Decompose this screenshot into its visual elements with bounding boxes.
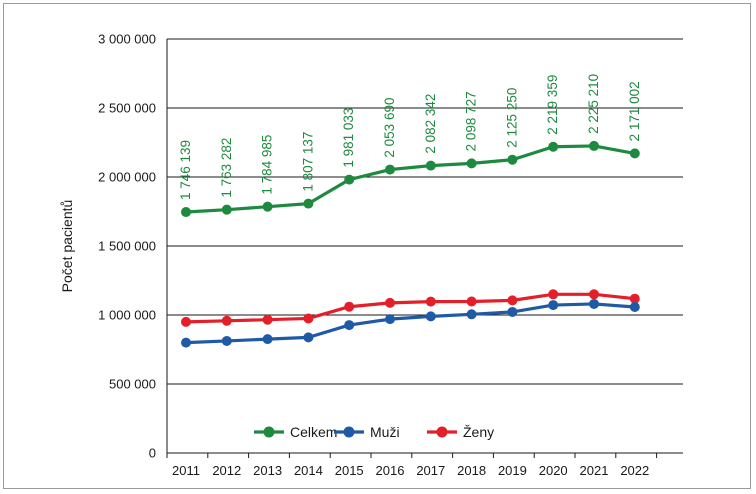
x-tick-label: 2021 (580, 463, 609, 478)
data-point (629, 301, 640, 312)
y-tick-label: 3 000 000 (98, 32, 156, 47)
data-point (221, 335, 232, 346)
data-point (507, 306, 518, 317)
y-tick-label: 500 000 (109, 377, 156, 392)
data-point (425, 160, 436, 171)
y-tick-label: 2 000 000 (98, 170, 156, 185)
data-point (589, 298, 599, 309)
x-tick-label: 2018 (457, 463, 486, 478)
x-tick-labels: 2011 2012 2013 2014 2015 2016 2017 2018 2019 2020… (172, 463, 649, 478)
data-point (385, 164, 395, 175)
data-point (548, 141, 559, 152)
data-point (262, 334, 273, 345)
data-point (507, 295, 518, 306)
data-label: 1 784 985 (260, 135, 275, 195)
series-layer (181, 140, 640, 348)
data-point (303, 313, 314, 324)
y-tick-label: 2 500 000 (98, 101, 156, 116)
grid-lines (167, 38, 683, 385)
x-tick-label: 2012 (212, 463, 241, 478)
axes (166, 39, 683, 458)
x-tick-label: 2017 (416, 463, 445, 478)
data-point (303, 332, 314, 343)
series-line-muži (185, 302, 635, 345)
data-point (466, 309, 477, 320)
series-line-ženy (185, 292, 635, 324)
legend-marker (436, 426, 448, 438)
data-point (629, 148, 640, 159)
data-point (629, 293, 640, 304)
legend-label: Ženy (463, 424, 494, 440)
x-tick-label: 2016 (376, 463, 405, 478)
series-line-celkem (185, 144, 636, 214)
data-label: 1 746 139 (178, 140, 193, 200)
data-point (385, 297, 395, 308)
data-point (344, 301, 355, 312)
y-tick-label: 1 000 000 (98, 308, 156, 323)
data-label: 2 082 342 (423, 94, 438, 154)
x-tick-label: 2022 (620, 463, 649, 478)
y-axis-label: Počet pacientů (59, 200, 75, 293)
data-point (385, 314, 395, 325)
data-label: 2 225 210 (586, 74, 601, 134)
data-point (344, 320, 355, 331)
data-label: 2 125 250 (504, 88, 519, 148)
data-point (303, 198, 314, 209)
x-tick-label: 2015 (335, 463, 364, 478)
x-tick-label: 2019 (498, 463, 527, 478)
y-tick-label: 0 (149, 446, 156, 461)
data-point (181, 207, 191, 218)
x-tick-label: 2013 (253, 463, 282, 478)
data-point (181, 316, 191, 327)
x-tick-label: 2020 (539, 463, 568, 478)
chart-frame (3, 3, 751, 489)
data-labels: 1 746 139 1 763 282 1 784 985 1 807 137 1 98… (178, 74, 642, 200)
x-tick-label: 2014 (294, 463, 323, 478)
legend: Celkem Muži Ženy (254, 424, 494, 440)
data-point (425, 296, 436, 307)
data-point (466, 158, 477, 169)
data-point (548, 289, 559, 300)
data-point (221, 315, 232, 326)
data-point (466, 296, 477, 307)
legend-label: Celkem (290, 424, 337, 440)
data-point (181, 337, 191, 348)
data-point (589, 140, 599, 151)
data-point (344, 174, 355, 185)
data-label: 2 098 727 (464, 91, 479, 151)
data-label: 1 807 137 (300, 132, 315, 192)
data-label: 2 171 002 (627, 81, 642, 141)
x-tick-label: 2011 (172, 463, 200, 478)
data-label: 1 763 282 (219, 138, 234, 198)
data-point (425, 311, 436, 322)
data-label: 2 053 690 (382, 98, 397, 158)
data-point (507, 154, 518, 165)
legend-label: Muži (370, 424, 400, 440)
y-tick-label: 1 500 000 (98, 239, 156, 254)
legend-marker (343, 426, 355, 438)
data-label: 2 219 359 (545, 75, 560, 135)
data-point (262, 201, 273, 212)
data-label: 1 981 033 (341, 108, 356, 168)
data-point (548, 300, 559, 311)
legend-marker (263, 426, 275, 438)
data-point (589, 289, 599, 300)
y-tick-labels: 0 500 000 1 000 000 1 500 000 2 000 000 2 500… (98, 32, 156, 461)
data-point (221, 204, 232, 215)
data-point (262, 314, 273, 325)
